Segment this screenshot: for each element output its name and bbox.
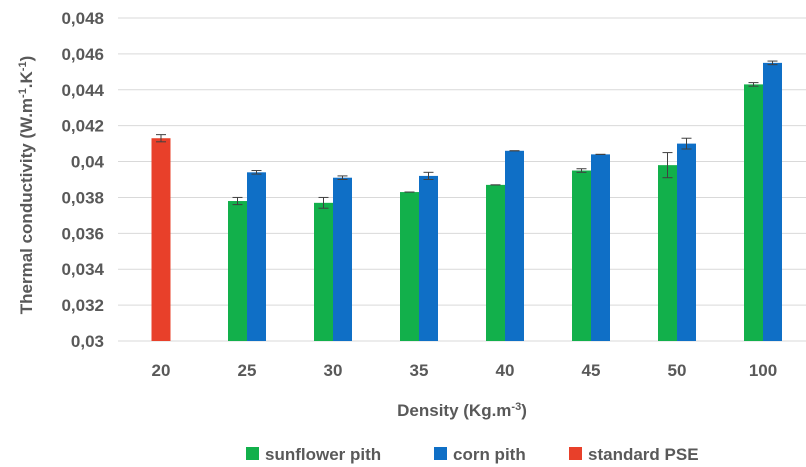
bar-corn-pith (677, 143, 696, 341)
y-tick-label: 0,044 (61, 81, 104, 100)
y-tick-label: 0,032 (61, 296, 104, 315)
x-tick-label: 20 (152, 361, 171, 380)
legend-label-sunflower-pith: sunflower pith (265, 445, 381, 464)
legend-label-corn-pith: corn pith (453, 445, 526, 464)
gridlines (118, 17, 806, 342)
legend-label-standard-pse: standard PSE (588, 445, 699, 464)
legend-swatch-corn-pith (434, 447, 447, 460)
y-tick-label: 0,038 (61, 188, 104, 207)
bar-sunflower-pith (400, 192, 419, 341)
legend-swatch-standard-pse (569, 447, 582, 460)
bar-standard-pse (151, 138, 171, 341)
bar-corn-pith (505, 150, 524, 341)
legend: sunflower pith corn pith standard PSE (246, 445, 699, 464)
x-tick-label: 35 (410, 361, 429, 380)
bar-sunflower-pith (744, 84, 763, 342)
bar-corn-pith (247, 172, 266, 341)
x-tick-label: 100 (749, 361, 777, 380)
legend-swatch-sunflower-pith (246, 447, 259, 460)
bars (151, 60, 782, 342)
x-axis-ticks: 20 25 30 35 40 45 50 100 (152, 361, 778, 380)
bar-sunflower-pith (314, 202, 333, 341)
bar-sunflower-pith (572, 170, 591, 341)
bar-sunflower-pith (486, 184, 505, 341)
bar-sunflower-pith (228, 201, 247, 341)
bar-corn-pith (333, 177, 352, 341)
bar-corn-pith (591, 154, 610, 341)
bar-corn-pith (419, 175, 438, 341)
x-axis-title: Density (Kg.m-3) (397, 401, 527, 420)
y-tick-label: 0,042 (61, 117, 104, 136)
bar-sunflower-pith (658, 165, 677, 341)
x-tick-label: 40 (496, 361, 515, 380)
y-tick-label: 0,03 (71, 332, 104, 351)
x-tick-label: 45 (582, 361, 601, 380)
y-tick-label: 0,046 (61, 45, 104, 64)
x-tick-label: 30 (324, 361, 343, 380)
y-tick-label: 0,034 (61, 260, 104, 279)
bar-corn-pith (763, 62, 782, 341)
y-tick-label: 0,048 (61, 9, 104, 28)
x-tick-label: 50 (668, 361, 687, 380)
y-tick-label: 0,036 (61, 224, 104, 243)
x-tick-label: 25 (238, 361, 257, 380)
y-axis-ticks: 0,03 0,032 0,034 0,036 0,038 0,04 0,042 0,044 0,… (61, 9, 104, 351)
y-axis-title: Thermal conductivity (W.m-1.K-1) (17, 56, 36, 315)
y-tick-label: 0,04 (71, 153, 105, 172)
